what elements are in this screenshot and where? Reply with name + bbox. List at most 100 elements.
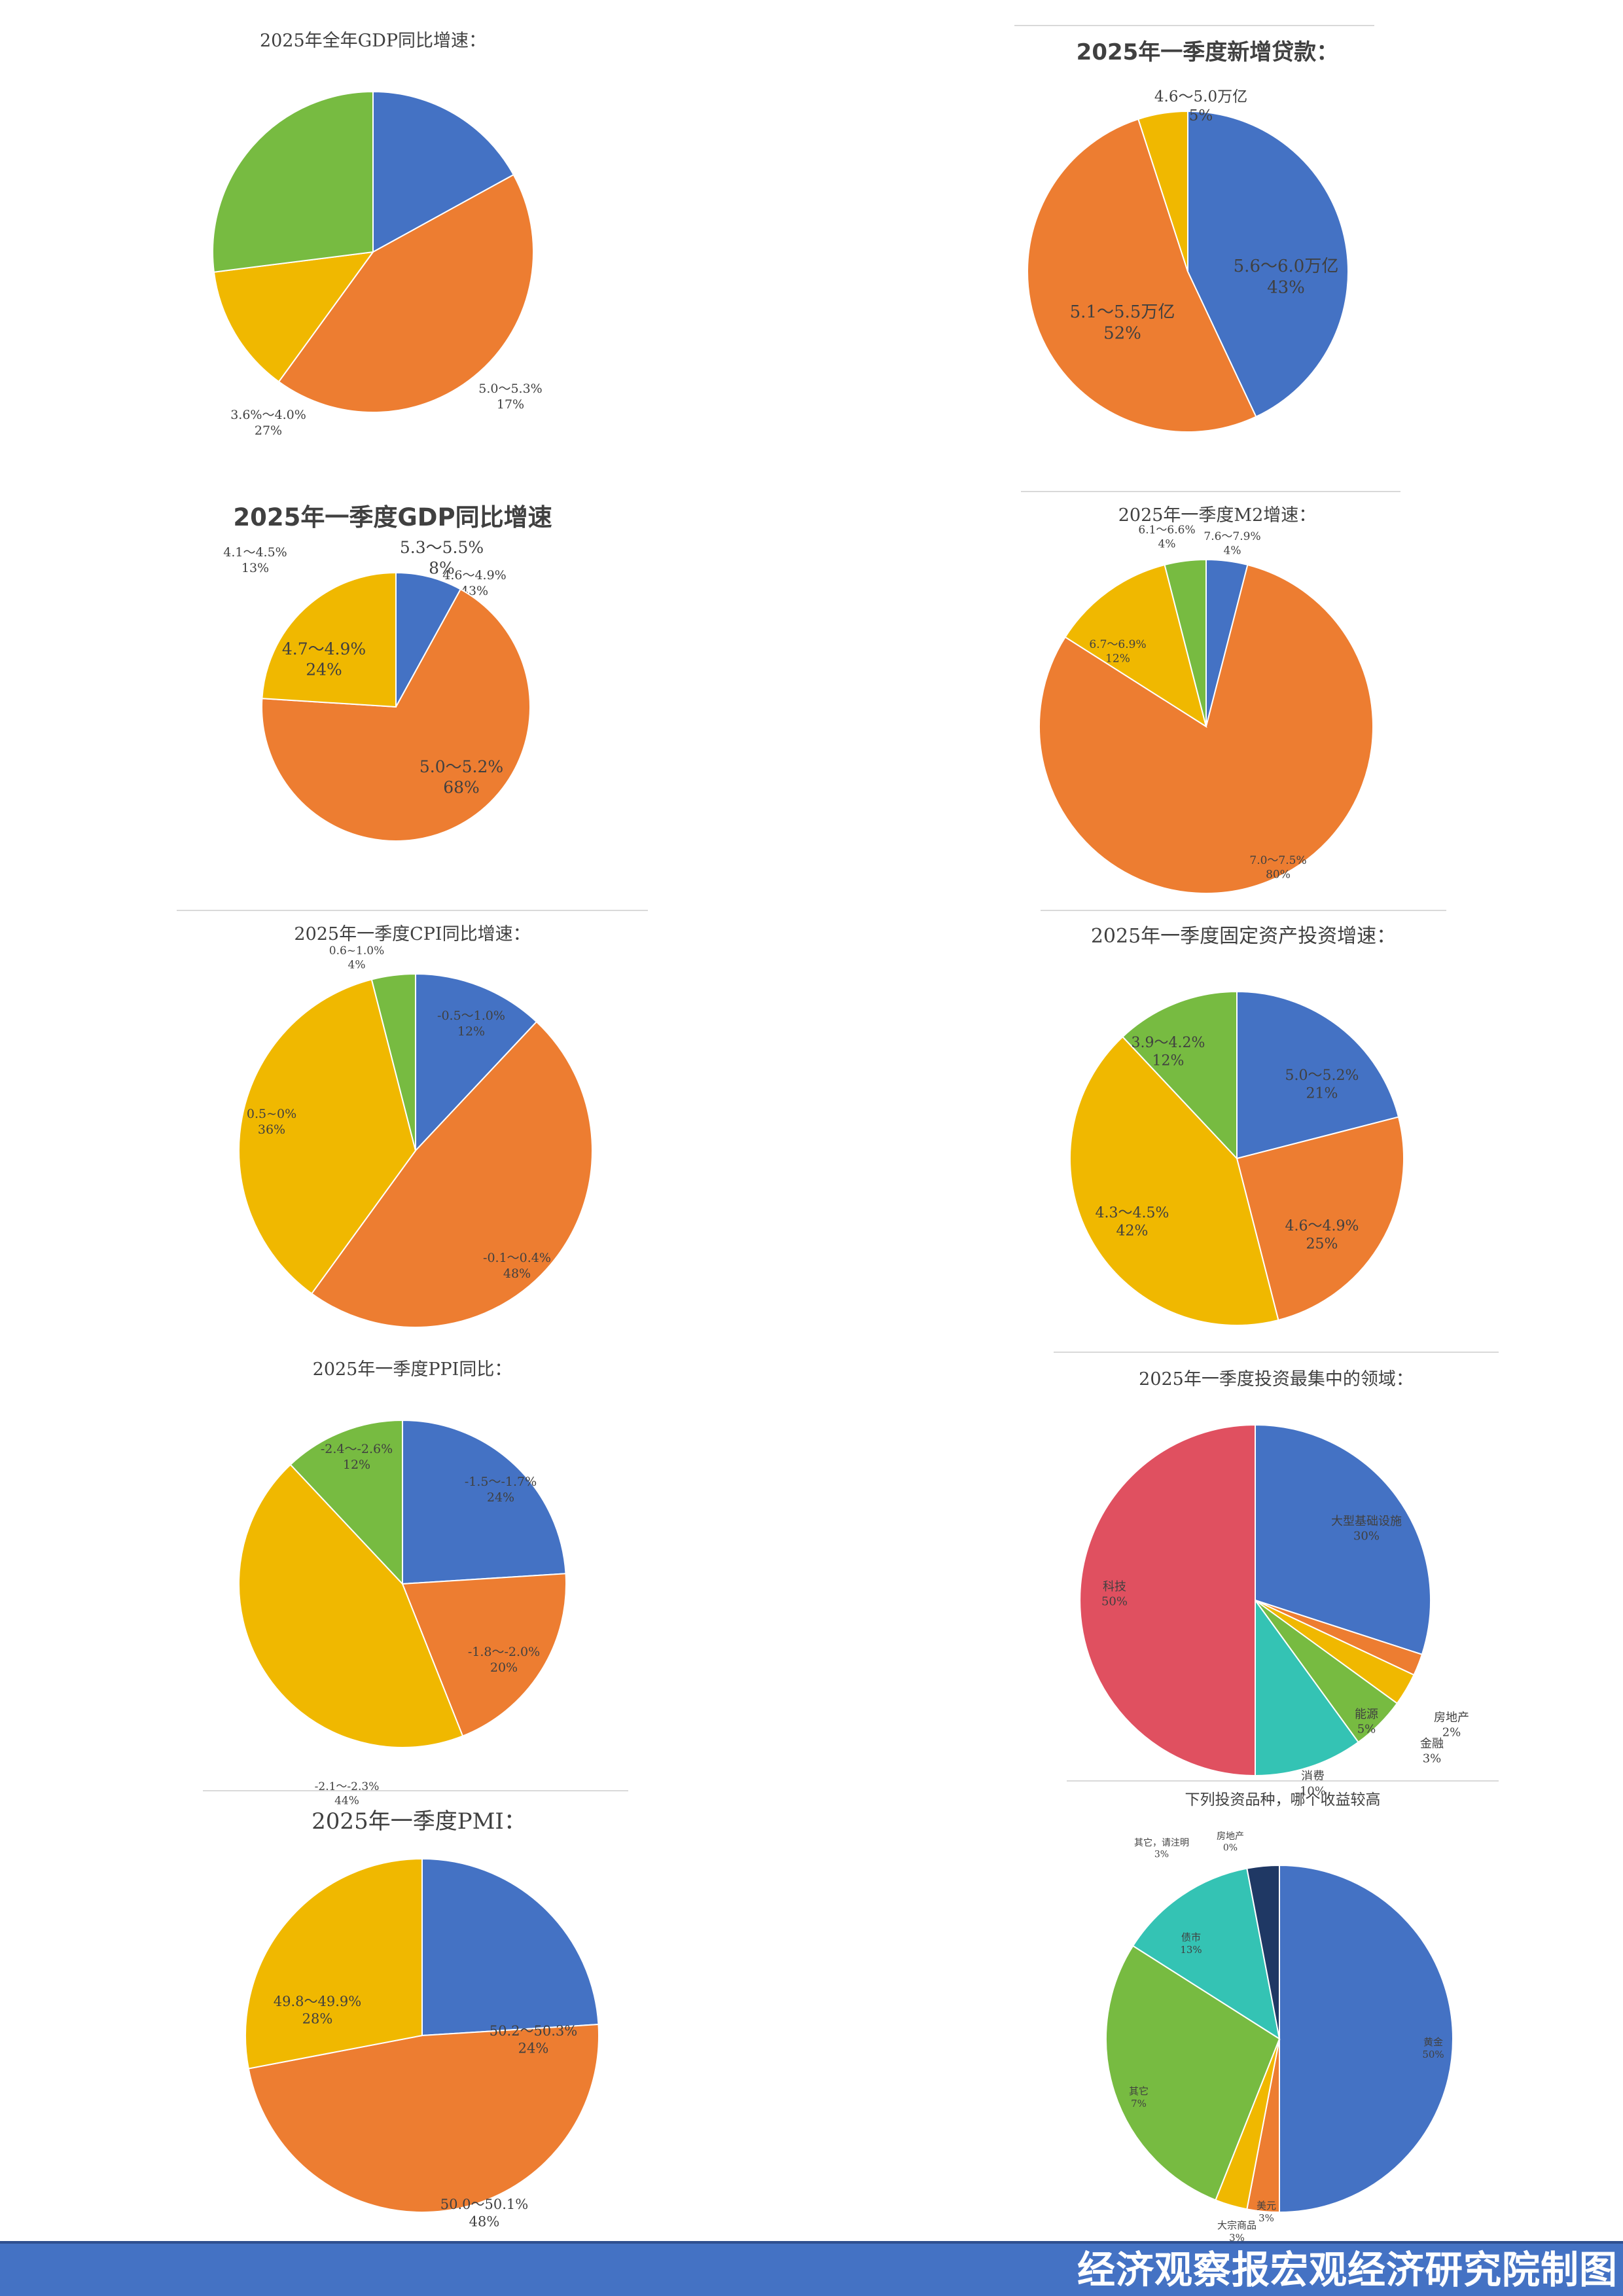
slice-percent-label: 50%: [1422, 2049, 1444, 2060]
slice-label: 3.9～4.2%: [1132, 1035, 1205, 1051]
slice-percent-label: 25%: [1306, 1236, 1338, 1253]
chart-title: 2025年全年GDP同比增速：: [259, 31, 487, 51]
pie-slice: [1246, 1864, 1280, 2039]
slice-percent-label: 13%: [1180, 1944, 1202, 1956]
slice-label: 50.0～50.1%: [440, 2197, 528, 2212]
pie-chart-svg: 7.6～7.9%4%7.0～7.5%80%6.7～6.9%12%6.1～6.6%…: [1039, 524, 1374, 894]
pie-chart-svg: -0.5～1.0%12% -0.1～0.4%48% 0.5~0%36% 0.6~1.0…: [238, 944, 593, 1328]
slice-label: 债市: [1181, 1931, 1201, 1943]
chart-title: 2025年一季度固定资产投资增速：: [1090, 925, 1397, 948]
slice-percent-label: 4%: [348, 958, 366, 971]
slice-percent-label: 48%: [503, 1266, 531, 1281]
pie-chart-panel: 2025年一季度PPI同比： -1.5～-1.7% 24% -1.8～-2.0% 20%…: [209, 1348, 615, 1807]
slice-label: 其它，请注明: [1134, 1837, 1189, 1848]
slice-percent-label: 10%: [1300, 1785, 1326, 1799]
pie-slice: [1255, 1598, 1359, 1777]
slice-label: 5.6～6.0万亿: [1234, 257, 1339, 276]
slice-percent-label: 5%: [1189, 107, 1213, 124]
chart-title: 2025年一季度CPI同比增速：: [294, 924, 531, 944]
slice-label: 4.6～4.9%: [1285, 1218, 1359, 1234]
slice-label: 4.3～4.5%: [1096, 1205, 1169, 1221]
pie-slice: [401, 1573, 567, 1737]
pie-slice: [247, 2023, 599, 2213]
pie-chart-panel: 2025年一季度投资最集中的领域： 大型基础设施 30% 房地产 2% 金融 3% 能源 5% 消…: [1054, 1348, 1499, 1806]
pie-slice: [245, 1857, 423, 2070]
slice-percent-label: 50%: [1101, 1595, 1128, 1609]
pie-slice: [238, 1463, 464, 1748]
slice-percent-label: 52%: [1103, 324, 1141, 344]
slice-label: 大型基础设施: [1331, 1515, 1402, 1528]
slice-label: 4.7～4.9%: [282, 639, 366, 658]
pie-slice: [277, 173, 534, 414]
slice-label: 3.6%～4.0%: [230, 408, 306, 422]
slice-percent-label: 80%: [1266, 868, 1291, 881]
footer-banner: 经济观察报宏观经济研究院制图: [0, 2244, 1623, 2296]
slice-label: 7.0～7.5%: [1249, 854, 1306, 867]
slice-label: 6.1～6.6%: [1138, 524, 1195, 537]
pie-slice: [1132, 1867, 1281, 2041]
pie-slice: [1236, 1116, 1405, 1321]
slice-label: -0.1～0.4%: [483, 1251, 551, 1265]
slice-percent-label: 27%: [255, 423, 282, 438]
slice-label: 4.1～4.5%: [223, 545, 287, 560]
pie-slice: [1164, 558, 1207, 727]
pie-slice: [1064, 564, 1207, 728]
chart-title: 下列投资品种，哪个收益较高: [1185, 1791, 1381, 1808]
slice-label: -0.5～1.0%: [437, 1009, 505, 1023]
pie-chart-panel: 2025年一季度M2增速： 7.6～7.9% 4% 7.0～7.5% 80% 6.7～6.…: [1021, 491, 1414, 910]
pie-slice: [1069, 1035, 1279, 1326]
slice-percent-label: 8%: [429, 558, 455, 577]
slice-percent-label: 0%: [1223, 1843, 1238, 1854]
slice-label: 5.0～5.2%: [419, 757, 503, 776]
pie-chart-svg: 50.2～50.3%24% 50.0～50.1% 48% 49.8～49.9% 28%: [245, 1857, 599, 2229]
slice-percent-label: 30%: [1353, 1530, 1380, 1543]
panel-divider: [177, 910, 648, 911]
slice-percent-label: 48%: [469, 2214, 500, 2229]
slice-label: 0.5~0%: [247, 1107, 296, 1121]
slice-percent-label: 68%: [443, 778, 480, 797]
pie-chart-panel: 下列投资品种，哪个收益较高 黄金 50% 美元 3% 大宗商品 3% 其它 7% 债市 13% 其它，…: [1067, 1780, 1499, 2251]
pie-slice: [1122, 990, 1238, 1160]
pie-slice: [310, 1020, 593, 1328]
panel-divider: [203, 1790, 628, 1791]
slice-percent-label: 42%: [1116, 1223, 1149, 1240]
slice-label: 5.3～5.5%: [400, 538, 484, 557]
slice-percent-label: 12%: [457, 1024, 485, 1039]
slice-label: 4.6～4.9%: [442, 568, 507, 583]
chart-title: 2025年一季度GDP同比增速: [233, 503, 552, 531]
slice-label: 6.7～6.9%: [1089, 638, 1146, 651]
slice-percent-label: 12%: [1152, 1053, 1185, 1069]
pie-slice: [1027, 118, 1257, 433]
chart-title: 2025年一季度M2增速：: [1118, 505, 1317, 526]
pie-chart-svg: 5.0～5.3%17%4.6～4.9%43%4.1～4.5%13%3.6%～4.…: [212, 90, 543, 598]
slice-label: 7.6～7.9%: [1204, 530, 1260, 543]
slice-percent-label: 13%: [241, 561, 269, 575]
slice-label: 房地产: [1434, 1711, 1469, 1725]
slice-label: 其它: [1129, 2085, 1149, 2097]
slice-percent-label: 24%: [487, 1490, 514, 1505]
slice-percent-label: 44%: [334, 1794, 359, 1807]
chart-title: 2025年一季度投资最集中的领域：: [1139, 1369, 1414, 1390]
pie-slice: [1187, 110, 1349, 418]
slice-label: 金融: [1420, 1737, 1444, 1751]
slice-percent-label: 20%: [490, 1660, 518, 1675]
slice-percent-label: 21%: [1306, 1086, 1338, 1102]
footer-credit: 经济观察报宏观经济研究院制图: [1077, 2248, 1618, 2292]
slice-percent-label: 43%: [1267, 278, 1305, 298]
pie-slice: [212, 90, 374, 273]
slice-label: 消费: [1301, 1770, 1325, 1784]
slice-label: 50.2～50.3%: [490, 2023, 577, 2039]
slice-label: 5.1～5.5万亿: [1070, 302, 1175, 322]
panel-divider: [1054, 1352, 1499, 1353]
pie-slice: [395, 571, 462, 708]
slice-percent-label: 7%: [1131, 2098, 1147, 2109]
slice-percent-label: 24%: [306, 660, 342, 679]
panel-divider: [1014, 25, 1374, 26]
pie-slice: [289, 1419, 403, 1586]
pie-slice: [260, 588, 531, 842]
pie-slice: [1137, 110, 1188, 272]
pie-slice: [370, 973, 416, 1151]
slice-percent-label: 12%: [1105, 652, 1130, 665]
